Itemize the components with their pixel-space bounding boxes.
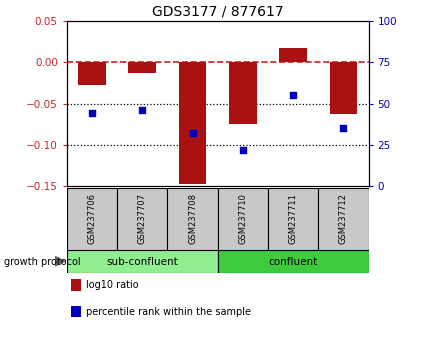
Bar [329,62,356,114]
FancyBboxPatch shape [67,188,117,250]
FancyBboxPatch shape [167,188,217,250]
Bar [228,62,256,124]
Point [239,147,246,153]
Text: percentile rank within the sample: percentile rank within the sample [86,307,251,316]
Point [289,92,296,98]
Point [88,110,95,116]
FancyBboxPatch shape [217,250,368,273]
Text: GSM237711: GSM237711 [288,193,297,244]
Text: GSM237710: GSM237710 [238,193,247,244]
FancyBboxPatch shape [317,188,368,250]
FancyBboxPatch shape [117,188,167,250]
Text: GSM237707: GSM237707 [138,193,146,244]
Bar [178,62,206,184]
Text: GSM237706: GSM237706 [87,193,96,244]
Title: GDS3177 / 877617: GDS3177 / 877617 [151,5,283,19]
Text: growth protocol: growth protocol [4,257,81,267]
Text: GSM237712: GSM237712 [338,193,347,244]
Point [189,130,196,136]
FancyBboxPatch shape [217,188,267,250]
Bar [279,47,306,62]
FancyBboxPatch shape [267,188,317,250]
Bar [128,62,156,73]
Text: log10 ratio: log10 ratio [86,280,138,290]
Text: confluent: confluent [268,257,317,267]
Point [339,125,346,131]
Text: GSM237708: GSM237708 [187,193,197,244]
Point [138,107,145,113]
Polygon shape [55,257,64,266]
Text: sub-confluent: sub-confluent [106,257,178,267]
Bar [78,62,105,85]
FancyBboxPatch shape [67,250,217,273]
